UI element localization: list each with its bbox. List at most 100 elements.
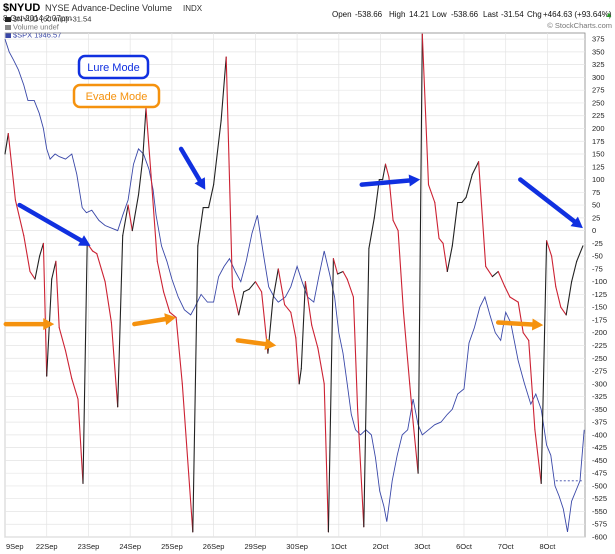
nyud-series-segment	[127, 204, 133, 232]
y-tick-label: 375	[592, 35, 605, 44]
legend-swatch-nyud	[5, 17, 11, 22]
header-exchange: INDX	[183, 4, 203, 13]
nyud-series-segment	[332, 258, 339, 275]
nyud-series-segment	[471, 161, 480, 175]
nyud-series-segment	[528, 339, 536, 431]
y-tick-label: -250	[592, 354, 607, 363]
y-tick-label: -300	[592, 379, 607, 388]
y-tick-label: -325	[592, 392, 607, 401]
legend-swatch-volume	[5, 25, 11, 30]
y-axis-tick-labels: 3753503253002752502252001751501251007550…	[592, 35, 607, 542]
y-tick-label: -75	[592, 264, 603, 273]
y-tick-label: -400	[592, 430, 607, 439]
lure-mode-box: Lure Mode	[77, 54, 150, 80]
nyud-series-segment	[352, 296, 359, 410]
lure-arrow-head	[78, 235, 91, 246]
ohlc-low-label: Low	[432, 10, 447, 19]
nyud-series-segment	[220, 56, 227, 122]
nyud-series-segment	[137, 158, 144, 196]
nyud-series-segment	[451, 201, 459, 247]
nyud-series-segment	[357, 408, 365, 528]
nyud-series-segment	[77, 398, 84, 484]
nyud-series-segment	[295, 337, 300, 385]
ohlc-last: -31.54	[501, 10, 524, 19]
nyud-series-segment	[82, 242, 88, 484]
lure-arrow-shaft	[17, 202, 84, 243]
up-arrow-icon: ▲	[605, 10, 613, 19]
nyud-series-segment	[327, 258, 334, 533]
y-tick-label: -575	[592, 520, 607, 529]
nyud-series-segment	[384, 163, 390, 178]
nyud-series-segment	[497, 270, 506, 288]
header-name: NYSE Advance-Decline Volume	[45, 3, 172, 13]
nyud-series-segment	[368, 217, 375, 250]
header-symbol: $NYUD	[3, 2, 40, 14]
y-tick-label: -225	[592, 341, 607, 350]
y-tick-label: 275	[592, 86, 605, 95]
nyud-series-segment	[248, 281, 256, 290]
chart-legend: $NYUD (60 min) -31.54 Volume undef $SPX …	[5, 15, 91, 40]
stockcharts-watermark: © StockCharts.com	[547, 21, 612, 30]
nyud-series-segment	[64, 350, 73, 380]
nyud-series-segment	[412, 421, 419, 474]
lure-arrow-shaft	[178, 146, 202, 183]
nyud-series-segment	[571, 260, 578, 283]
y-tick-label: 0	[592, 226, 596, 235]
y-tick-label: 350	[592, 47, 605, 56]
y-tick-label: -50	[592, 252, 603, 261]
y-tick-label: 50	[592, 201, 600, 210]
nyud-series-segment	[311, 324, 319, 349]
nyud-series-segment	[122, 204, 129, 237]
nyud-series-segment	[197, 207, 204, 247]
nyud-series-segment	[517, 301, 524, 334]
y-tick-label: 250	[592, 98, 605, 107]
nyud-series-segment	[34, 255, 41, 280]
nyud-series-segment	[509, 296, 519, 303]
chart-series	[4, 33, 585, 533]
spx-series-line	[4, 38, 585, 532]
nyud-series-segment	[465, 173, 473, 198]
nyud-series-segment	[145, 107, 152, 175]
y-tick-label: 175	[592, 137, 605, 146]
x-tick-label: 7Oct	[498, 542, 515, 551]
nyud-series-segment	[254, 281, 263, 293]
nyud-series-segment	[277, 268, 286, 306]
x-tick-label: 22Sep	[36, 542, 58, 551]
x-tick-label: 26Sep	[203, 542, 225, 551]
nyud-series-segment	[409, 383, 414, 423]
nyud-series-segment	[491, 270, 499, 278]
evade-mode-frame	[72, 83, 161, 109]
nyud-series-segment	[175, 316, 183, 385]
nyud-series-segment	[243, 288, 250, 293]
y-tick-label: 200	[592, 124, 605, 133]
nyud-series-segment	[225, 56, 233, 288]
y-tick-label: -450	[592, 456, 607, 465]
x-tick-label: 25Sep	[161, 542, 183, 551]
y-tick-label: 325	[592, 60, 605, 69]
y-tick-label: -375	[592, 418, 607, 427]
y-tick-label: 150	[592, 150, 605, 159]
header-date: 8-Oct-2014 2:07pm	[3, 14, 72, 23]
evade-arrow-head	[531, 318, 544, 331]
chart-header: $NYUD NYSE Advance-Decline Volume INDX 8…	[3, 2, 613, 30]
y-tick-label: 225	[592, 111, 605, 120]
nyud-series-segment	[96, 253, 106, 283]
nyud-series-segment	[131, 194, 140, 232]
nyud-series-segment	[402, 311, 411, 385]
plot-border	[4, 32, 586, 538]
nyud-series-segment	[23, 235, 31, 273]
nyud-series-segment	[551, 255, 557, 288]
nyud-series-segment	[300, 281, 306, 370]
nyud-series-segment	[427, 184, 436, 204]
nyud-series-segment	[337, 270, 344, 275]
nyud-series-segment	[55, 260, 60, 329]
nyud-series-segment	[438, 237, 444, 244]
x-tick-label: 2Oct	[373, 542, 390, 551]
x-tick-label: 1Oct	[331, 542, 348, 551]
y-tick-label: -425	[592, 443, 607, 452]
y-tick-label: -275	[592, 367, 607, 376]
nyud-series-segment	[461, 196, 467, 204]
lure-arrow-head	[194, 177, 206, 190]
nyud-series-segment	[42, 242, 48, 377]
nyud-series-segment	[290, 311, 297, 339]
